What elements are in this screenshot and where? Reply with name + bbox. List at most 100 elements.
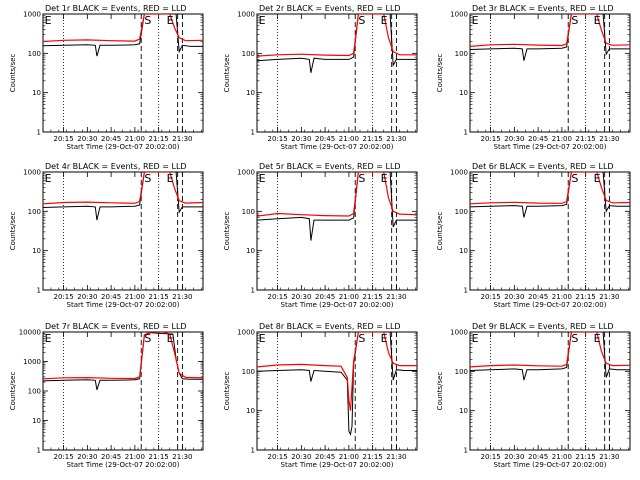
plot-frame — [42, 171, 204, 291]
x-tick-label: 21:00 — [552, 293, 572, 301]
x-tick-label: 21:15 — [363, 135, 383, 143]
panel-title: Det 6r BLACK = Events, RED = LLD — [472, 162, 614, 171]
plot-frame — [42, 331, 204, 451]
series-line-lld — [257, 14, 417, 57]
y-tick-label: 10000 — [19, 329, 41, 337]
x-tick-label: 20:45 — [528, 453, 548, 461]
plot-frame — [42, 13, 204, 133]
x-tick-label: 21:15 — [149, 135, 169, 143]
event-marker-label: E — [472, 14, 479, 27]
plot-frame — [469, 13, 631, 133]
plot-frame — [469, 171, 631, 291]
event-marker-label: E — [259, 172, 266, 185]
y-tick-label: 100 — [242, 208, 255, 216]
y-tick-label: 100 — [28, 388, 41, 396]
event-marker-label: E — [381, 14, 388, 27]
panel-det-4: Det 4r BLACK = Events, RED = LLD 1 10 100 10… — [9, 162, 204, 309]
x-axis-label: Start Time (29-Oct-07 20:02:00) — [494, 143, 607, 151]
x-tick-label: 20:30 — [291, 453, 311, 461]
panel-det-5: Det 5r BLACK = Events, RED = LLD 1 10 100 10… — [223, 162, 418, 309]
event-marker-label: E — [594, 172, 601, 185]
y-tick-label: 1000 — [23, 358, 41, 366]
event-marker-label: S — [571, 14, 578, 27]
panel-det-8: Det 8r BLACK = Events, RED = LLD 1 10 100 10… — [223, 322, 418, 469]
event-marker-label: E — [259, 14, 266, 27]
x-tick-label: 20:15 — [268, 293, 288, 301]
series-line-lld — [43, 332, 203, 380]
x-tick-label: 20:30 — [291, 135, 311, 143]
x-tick-label: 20:45 — [315, 135, 335, 143]
x-tick-label: 21:30 — [172, 293, 192, 301]
y-tick-label: 1000 — [450, 11, 468, 19]
panel-title: Det 2r BLACK = Events, RED = LLD — [259, 4, 401, 13]
event-marker-label: E — [594, 332, 601, 345]
x-axis-label: Start Time (29-Oct-07 20:02:00) — [67, 301, 180, 309]
x-tick-label: 21:30 — [599, 293, 619, 301]
panel-title: Det 8r BLACK = Events, RED = LLD — [259, 322, 401, 331]
y-axis-label: Counts/sec — [223, 212, 231, 251]
x-tick-label: 20:45 — [315, 453, 335, 461]
panel-det-9: Det 9r BLACK = Events, RED = LLD 1 10 100 10… — [436, 322, 631, 469]
y-tick-label: 100 — [28, 50, 41, 58]
x-tick-label: 20:45 — [528, 293, 548, 301]
series-line-lld — [43, 14, 203, 43]
y-tick-label: 100 — [28, 208, 41, 216]
y-tick-label: 10 — [32, 417, 41, 425]
x-axis-label: Start Time (29-Oct-07 20:02:00) — [67, 143, 180, 151]
x-tick-label: 20:15 — [481, 293, 501, 301]
x-tick-label: 20:30 — [291, 293, 311, 301]
x-tick-label: 20:15 — [481, 135, 501, 143]
y-axis-label: Counts/sec — [436, 212, 444, 251]
event-marker-label: E — [594, 14, 601, 27]
event-marker-label: S — [144, 332, 151, 345]
x-tick-label: 21:00 — [339, 293, 359, 301]
y-tick-label: 1000 — [23, 169, 41, 177]
plot-frame — [469, 331, 631, 451]
panel-title: Det 4r BLACK = Events, RED = LLD — [45, 162, 187, 171]
event-marker-label: E — [45, 332, 52, 345]
y-axis-label: Counts/sec — [223, 54, 231, 93]
panel-det-7: Det 7r BLACK = Events, RED = LLD 1 10 100 10… — [9, 322, 204, 469]
x-tick-label: 20:15 — [54, 293, 74, 301]
plot-frame — [256, 171, 418, 291]
y-tick-label: 10 — [459, 407, 468, 415]
x-tick-label: 20:15 — [54, 453, 74, 461]
series-line-events — [43, 14, 203, 57]
panel-title: Det 9r BLACK = Events, RED = LLD — [472, 322, 614, 331]
x-tick-label: 21:30 — [386, 293, 406, 301]
x-tick-label: 21:30 — [386, 135, 406, 143]
y-axis-label: Counts/sec — [9, 212, 17, 251]
x-tick-label: 21:30 — [386, 453, 406, 461]
event-marker-label: S — [358, 332, 365, 345]
panel-title: Det 7r BLACK = Events, RED = LLD — [45, 322, 187, 331]
event-marker-label: E — [167, 14, 174, 27]
event-marker-label: S — [144, 172, 151, 185]
plot-frame — [256, 331, 418, 451]
x-tick-label: 21:30 — [599, 135, 619, 143]
x-tick-label: 21:00 — [125, 293, 145, 301]
y-tick-label: 1 — [251, 129, 255, 137]
y-tick-label: 100 — [455, 50, 468, 58]
series-line-lld — [43, 172, 203, 205]
series-line-lld — [470, 14, 630, 47]
series-line-events — [257, 14, 417, 73]
x-tick-label: 20:30 — [77, 453, 97, 461]
x-axis-label: Start Time (29-Oct-07 20:02:00) — [281, 143, 394, 151]
y-tick-label: 1 — [464, 447, 468, 455]
y-axis-label: Counts/sec — [9, 372, 17, 411]
series-line-events — [257, 332, 417, 436]
event-marker-label: S — [358, 14, 365, 27]
y-tick-label: 1000 — [450, 169, 468, 177]
x-axis-label: Start Time (29-Oct-07 20:02:00) — [494, 301, 607, 309]
x-tick-label: 20:30 — [504, 135, 524, 143]
x-tick-label: 21:30 — [172, 135, 192, 143]
x-tick-label: 21:15 — [576, 135, 596, 143]
plot-frame — [256, 13, 418, 133]
x-tick-label: 21:00 — [125, 453, 145, 461]
x-tick-label: 20:45 — [101, 453, 121, 461]
x-axis-label: Start Time (29-Oct-07 20:02:00) — [281, 461, 394, 469]
event-marker-label: S — [571, 172, 578, 185]
event-marker-label: E — [45, 172, 52, 185]
series-line-events — [257, 172, 417, 241]
event-marker-label: E — [259, 332, 266, 345]
